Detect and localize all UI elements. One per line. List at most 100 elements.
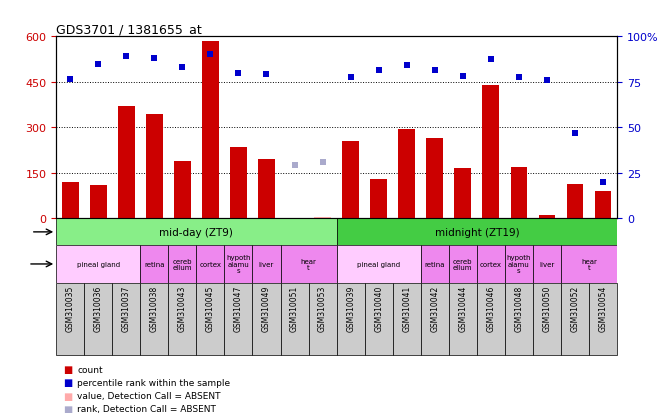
Text: GSM310039: GSM310039 [346, 285, 355, 331]
Bar [477, 283, 505, 355]
Bar [56, 219, 337, 246]
Text: GSM310042: GSM310042 [430, 285, 440, 331]
Bar [337, 246, 421, 283]
Text: retina: retina [424, 261, 445, 267]
Bar [454, 169, 471, 219]
Text: count: count [77, 365, 103, 374]
Text: GSM310051: GSM310051 [290, 285, 299, 331]
Bar [56, 283, 84, 355]
Bar [258, 160, 275, 219]
Text: GSM310040: GSM310040 [374, 285, 383, 331]
Bar [421, 246, 449, 283]
Bar [449, 246, 477, 283]
Text: GSM310044: GSM310044 [458, 285, 467, 331]
Bar [393, 283, 421, 355]
Bar [168, 246, 197, 283]
Text: value, Detection Call = ABSENT: value, Detection Call = ABSENT [77, 391, 220, 400]
Text: GSM310048: GSM310048 [514, 285, 523, 331]
Bar [505, 246, 533, 283]
Text: ■: ■ [63, 404, 72, 413]
Text: GDS3701 / 1381655_at: GDS3701 / 1381655_at [55, 23, 201, 36]
Text: GSM310049: GSM310049 [262, 285, 271, 331]
Text: GSM310046: GSM310046 [486, 285, 496, 331]
Bar [314, 218, 331, 219]
Text: ■: ■ [63, 391, 72, 401]
Text: rank, Detection Call = ABSENT: rank, Detection Call = ABSENT [77, 404, 216, 413]
Text: ■: ■ [63, 364, 72, 374]
Text: GSM310052: GSM310052 [570, 285, 579, 331]
Bar [146, 114, 163, 219]
Bar [56, 246, 140, 283]
Text: GSM310054: GSM310054 [599, 285, 608, 331]
Text: GSM310043: GSM310043 [178, 285, 187, 331]
Bar [337, 219, 617, 246]
Bar [561, 246, 617, 283]
Bar [365, 283, 393, 355]
Bar [449, 283, 477, 355]
Bar [286, 218, 303, 219]
Bar [112, 283, 140, 355]
Text: mid-day (ZT9): mid-day (ZT9) [160, 227, 233, 237]
Text: GSM310038: GSM310038 [150, 285, 159, 331]
Bar [595, 192, 611, 219]
Text: GSM310037: GSM310037 [121, 285, 131, 331]
Bar [168, 283, 197, 355]
Bar [533, 283, 561, 355]
Text: retina: retina [144, 261, 164, 267]
Bar [140, 283, 168, 355]
Bar [370, 180, 387, 219]
Text: ■: ■ [63, 377, 72, 387]
Bar [510, 167, 527, 219]
Text: cereb
ellum: cereb ellum [172, 258, 192, 271]
Bar [224, 283, 252, 355]
Text: midnight (ZT19): midnight (ZT19) [434, 227, 519, 237]
Bar [477, 246, 505, 283]
Bar [398, 130, 415, 219]
Text: percentile rank within the sample: percentile rank within the sample [77, 378, 230, 387]
Bar [566, 184, 583, 219]
Text: hear
t: hear t [300, 258, 317, 271]
Bar [589, 283, 617, 355]
Text: GSM310047: GSM310047 [234, 285, 243, 331]
Bar [224, 246, 252, 283]
Bar [533, 246, 561, 283]
Text: hear
t: hear t [581, 258, 597, 271]
Bar [505, 283, 533, 355]
Bar [482, 85, 499, 219]
Bar [561, 283, 589, 355]
Bar [252, 246, 280, 283]
Text: cortex: cortex [199, 261, 221, 267]
Bar [174, 161, 191, 219]
Text: cortex: cortex [480, 261, 502, 267]
Bar [140, 246, 168, 283]
Bar [426, 139, 443, 219]
Text: GSM310053: GSM310053 [318, 285, 327, 331]
Text: GSM310035: GSM310035 [65, 285, 75, 331]
Text: GSM310036: GSM310036 [94, 285, 103, 331]
Text: GSM310050: GSM310050 [543, 285, 552, 331]
Bar [197, 246, 224, 283]
Text: hypoth
alamu
s: hypoth alamu s [507, 255, 531, 274]
Text: hypoth
alamu
s: hypoth alamu s [226, 255, 251, 274]
Bar [90, 185, 106, 219]
Bar [342, 142, 359, 219]
Text: liver: liver [539, 261, 554, 267]
Bar [252, 283, 280, 355]
Bar [421, 283, 449, 355]
Bar [117, 107, 135, 219]
Bar [309, 283, 337, 355]
Bar [84, 283, 112, 355]
Bar [280, 283, 309, 355]
Bar [280, 246, 337, 283]
Text: pineal gland: pineal gland [77, 261, 119, 267]
Bar [230, 148, 247, 219]
Text: GSM310045: GSM310045 [206, 285, 215, 331]
Bar [62, 183, 79, 219]
Bar [337, 283, 365, 355]
Text: GSM310041: GSM310041 [402, 285, 411, 331]
Text: pineal gland: pineal gland [357, 261, 400, 267]
Bar [539, 215, 556, 219]
Bar [197, 283, 224, 355]
Text: liver: liver [259, 261, 274, 267]
Bar [202, 42, 218, 219]
